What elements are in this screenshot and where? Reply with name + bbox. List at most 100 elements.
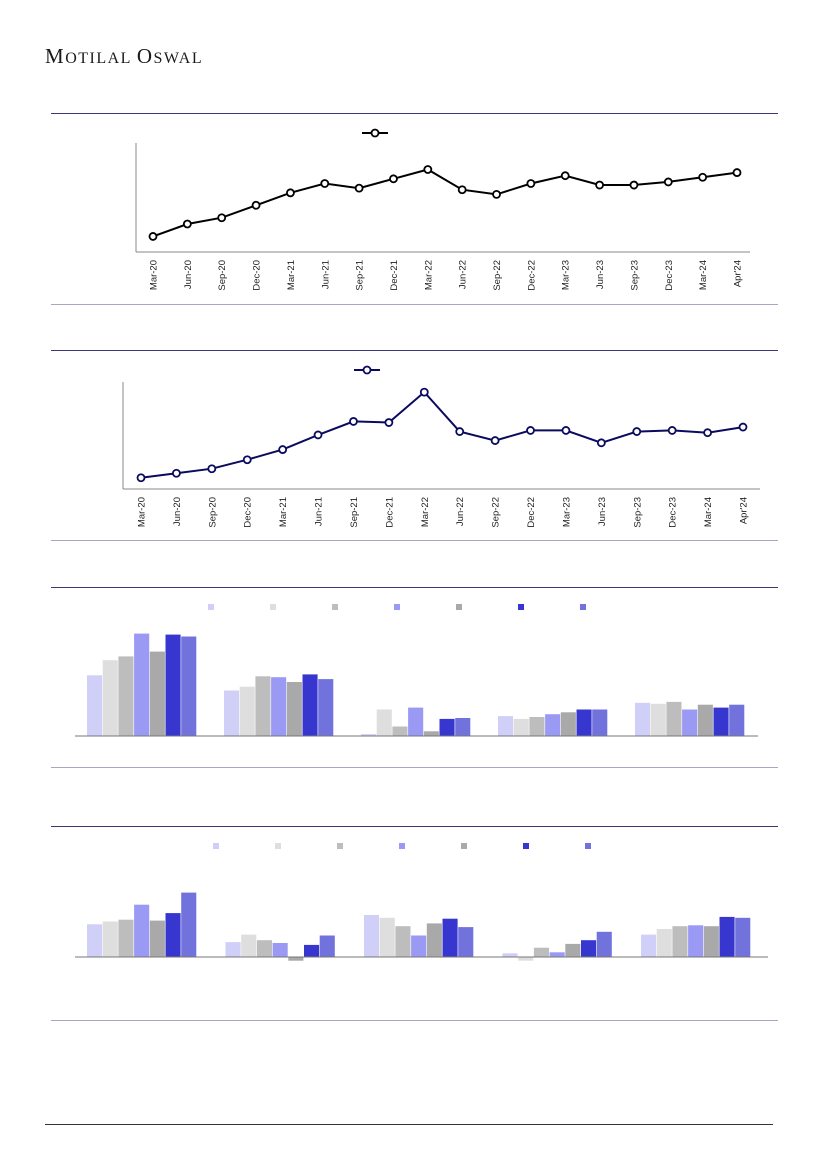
chart1-x-tick-label: Dec-22 [526,260,537,291]
chart2-point [419,387,429,397]
chart4-bar [688,925,704,957]
chart4-bar [458,927,474,957]
chart3-bar [302,674,318,736]
chart1-point [423,165,433,174]
chart2-x-tick-label: Mar-23 [561,497,572,527]
chart1-x-tick-label: Apr'24 [733,260,744,287]
chart2-point [207,464,217,474]
chart2-point [313,430,323,440]
chart4-bar [87,924,103,957]
chart3-bar [376,709,392,736]
chart1-x-tick-label: Mar-21 [286,260,297,290]
chart4-bar [379,917,395,957]
chart1-point [526,179,536,188]
chart3-bar [529,717,545,736]
chart3-bar [87,675,103,736]
footer-rule [45,1124,773,1125]
chart1-x-tick-label: Mar-24 [698,260,709,290]
chart2-point [384,418,394,427]
chart2-series-line [140,390,744,479]
chart3-bar [408,707,424,736]
chart3-bar [271,677,287,736]
chart1-point [286,188,295,198]
chart1-point [698,172,708,182]
chart3-legend-swatch [456,604,462,610]
chart1-point [732,168,742,177]
chart4-legend-swatch [275,843,281,849]
chart2-x-tick-label: Dec-21 [384,497,395,528]
chart4-bar [672,926,688,957]
chart2-top-rule [51,350,778,351]
chart3-legend-swatch [208,604,214,610]
chart4-bar [549,952,565,957]
chart3-bar [576,709,592,736]
chart2-x-tick-label: Mar-21 [278,497,289,527]
chart4-bar [411,935,427,957]
chart4-bar [165,913,181,957]
chart3-bar [318,679,334,736]
chart1-x-tick-label: Jun-20 [183,260,194,289]
chart4-bar [596,931,612,957]
chart1-x-tick-label: Jun-23 [595,260,606,289]
chart4-legend-swatch [337,843,343,849]
chart1-legend-marker [370,128,380,138]
chart2-x-tick-label: Sep-20 [207,497,218,528]
chart3-top-rule [51,587,778,588]
chart4-bar [149,920,165,957]
chart4-bar [641,934,657,957]
chart4-bar [256,940,272,957]
chart3-legend-swatch [270,604,276,610]
chart2-x-tick-label: Mar-22 [420,497,431,527]
brand-first-rest: OTILAL [65,50,132,67]
chart3-bar [118,656,134,736]
brand-second-rest: SWAL [153,50,204,67]
chart1-point [457,185,467,195]
chart1-series-line [152,168,738,238]
chart1-point [148,232,158,241]
chart4-top-rule [51,826,778,827]
chart4-bar [395,926,411,957]
chart2-x-tick-label: Sep-22 [491,497,502,528]
chart3-bar [650,703,666,736]
chart3-bar [165,634,181,736]
chart4-bar [364,915,380,957]
brand-first-initial: M [45,44,66,68]
chart1-point [217,213,227,223]
chart1-x-tick-label: Dec-23 [664,260,675,291]
chart2-x-tick-label: Jun-22 [455,497,466,526]
chart3-bar [134,633,150,736]
chart4-legend-swatch [461,843,467,849]
chart4-bar [518,957,534,961]
chart1-x-tick-label: Sep-23 [629,260,640,291]
chart2-point [561,426,571,435]
chart2-point [455,427,465,436]
chart1-x-tick-label: Mar-22 [423,260,434,290]
chart4-bottom-rule [51,1020,778,1021]
chart3-bar [423,731,439,736]
chart3-bar [392,726,408,736]
chart3-bar [224,690,240,736]
chart2-x-tick-label: Dec-22 [526,497,537,528]
chart1-point [354,183,364,193]
chart3-bar [181,636,197,736]
chart4-bar [442,918,458,957]
chart2-x-tick-label: Sep-21 [349,497,360,528]
chart1-x-tick-label: Dec-20 [252,260,263,291]
chart2-point [278,445,288,454]
chart4-legend-swatch [523,843,529,849]
chart4-legend-swatch [399,843,405,849]
chart3-bar [560,712,576,736]
chart4-bar [304,944,320,957]
chart1-x-tick-label: Sep-21 [355,260,366,291]
chart1-point [389,174,398,184]
chart2-x-tick-label: Apr'24 [739,497,750,524]
chart1-x-tick-label: Jun-21 [320,260,331,289]
chart4-bar [288,957,304,961]
chart4-legend-swatch [213,843,219,849]
chart1-point [492,189,501,199]
chart2-point [738,422,748,432]
chart2-point [703,428,712,438]
chart2-point [349,417,358,426]
chart1-x-tick-label: Mar-20 [149,260,160,290]
